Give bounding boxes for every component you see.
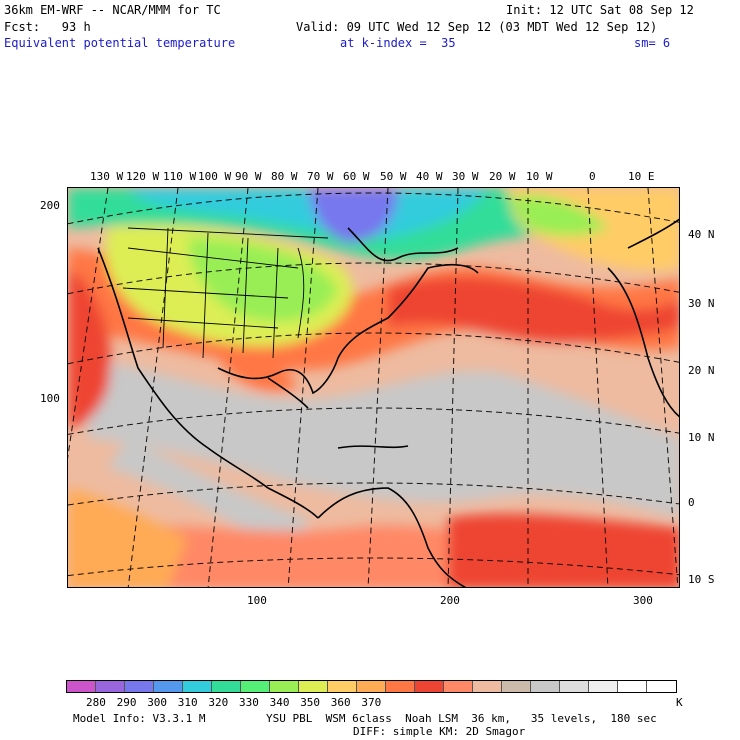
colorbar-swatch: [328, 681, 357, 692]
colorbar-tick-label: 340: [269, 696, 290, 709]
field-name: Equivalent potential temperature: [4, 36, 236, 50]
colorbar-swatch: [618, 681, 647, 692]
longitude-label: 110 W: [163, 170, 197, 183]
colorbar-tick-label: 370: [361, 696, 382, 709]
colorbar-swatch: [386, 681, 415, 692]
diffusion-options: DIFF: simple KM: 2D Smagor: [353, 725, 526, 738]
latitude-label: 20 N: [688, 364, 715, 377]
colorbar-tick-label: 310: [177, 696, 198, 709]
physics-options: YSU PBL WSM 6class Noah LSM 36 km, 35 le…: [266, 712, 657, 725]
colorbar-swatch: [357, 681, 386, 692]
smoothing-label: sm= 6: [634, 36, 671, 50]
longitude-label: 0: [589, 170, 596, 183]
colorbar-swatch: [647, 681, 676, 692]
colorbar-tick-label: 360: [330, 696, 351, 709]
colorbar-swatch: [531, 681, 560, 692]
longitude-label: 130 W: [90, 170, 124, 183]
left-grid-tick: 100: [40, 392, 60, 405]
latitude-label: 30 N: [688, 297, 715, 310]
colorbar-tick-label: 290: [116, 696, 137, 709]
init-time: Init: 12 UTC Sat 08 Sep 12: [506, 3, 694, 17]
colorbar-unit: K: [676, 696, 683, 709]
valid-time: Valid: 09 UTC Wed 12 Sep 12 (03 MDT Wed …: [296, 20, 658, 34]
longitude-label: 90 W: [235, 170, 262, 183]
colorbar-tick-label: 280: [86, 696, 106, 709]
model-title: 36km EM-WRF -- NCAR/MMM for TC: [4, 3, 221, 17]
colorbar-swatch: [415, 681, 444, 692]
forecast-hour: Fcst: 93 h: [4, 20, 91, 34]
colorbar-tick-label: 320: [208, 696, 229, 709]
theta-e-field: [68, 188, 679, 587]
colorbar-swatch: [154, 681, 183, 692]
colorbar-swatch: [473, 681, 502, 692]
longitude-label: 70 W: [307, 170, 334, 183]
longitude-label: 80 W: [271, 170, 298, 183]
colorbar-tick-label: 330: [239, 696, 259, 709]
bottom-grid-tick: 300: [633, 594, 653, 607]
longitude-label: 120 W: [126, 170, 160, 183]
model-info: Model Info: V3.3.1 M: [73, 712, 206, 725]
colorbar-swatch: [444, 681, 473, 692]
level-label: at k-index = 35: [340, 36, 456, 50]
longitude-label: 60 W: [343, 170, 370, 183]
colorbar-swatch: [183, 681, 212, 692]
colorbar: [66, 680, 677, 693]
colorbar-swatch: [270, 681, 299, 692]
colorbar-swatch: [96, 681, 125, 692]
longitude-label: 20 W: [489, 170, 516, 183]
longitude-label: 10 E: [628, 170, 655, 183]
latitude-label: 10 N: [688, 431, 715, 444]
bottom-grid-tick: 100: [247, 594, 267, 607]
longitude-label: 50 W: [380, 170, 407, 183]
colorbar-swatch: [125, 681, 154, 692]
latitude-label: 10 S: [688, 573, 715, 586]
weather-map: [67, 187, 680, 588]
colorbar-swatch: [299, 681, 328, 692]
colorbar-swatch: [502, 681, 531, 692]
longitude-label: 100 W: [198, 170, 232, 183]
longitude-label: 40 W: [416, 170, 443, 183]
latitude-label: 0: [688, 496, 695, 509]
colorbar-swatch: [589, 681, 618, 692]
longitude-label: 30 W: [452, 170, 479, 183]
longitude-label: 10 W: [526, 170, 553, 183]
bottom-grid-tick: 200: [440, 594, 460, 607]
colorbar-swatch: [67, 681, 96, 692]
colorbar-tick-label: 350: [300, 696, 321, 709]
latitude-label: 40 N: [688, 228, 715, 241]
left-grid-tick: 200: [40, 199, 60, 212]
colorbar-swatch: [560, 681, 589, 692]
colorbar-swatch: [212, 681, 241, 692]
colorbar-tick-label: 300: [147, 696, 168, 709]
colorbar-swatch: [241, 681, 270, 692]
